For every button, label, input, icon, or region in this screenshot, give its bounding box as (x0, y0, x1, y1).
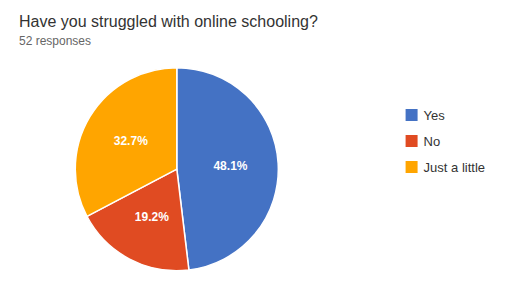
svg-text:Have you struggled with online: Have you struggled with online schooling… (19, 13, 318, 30)
svg-text:52 responses: 52 responses (19, 34, 91, 48)
svg-text:Just a little: Just a little (424, 160, 485, 175)
svg-text:Yes: Yes (424, 108, 446, 123)
svg-text:No: No (424, 134, 441, 149)
svg-text:48.1%: 48.1% (213, 159, 247, 173)
svg-text:19.2%: 19.2% (135, 210, 169, 224)
svg-text:32.7%: 32.7% (114, 134, 148, 148)
